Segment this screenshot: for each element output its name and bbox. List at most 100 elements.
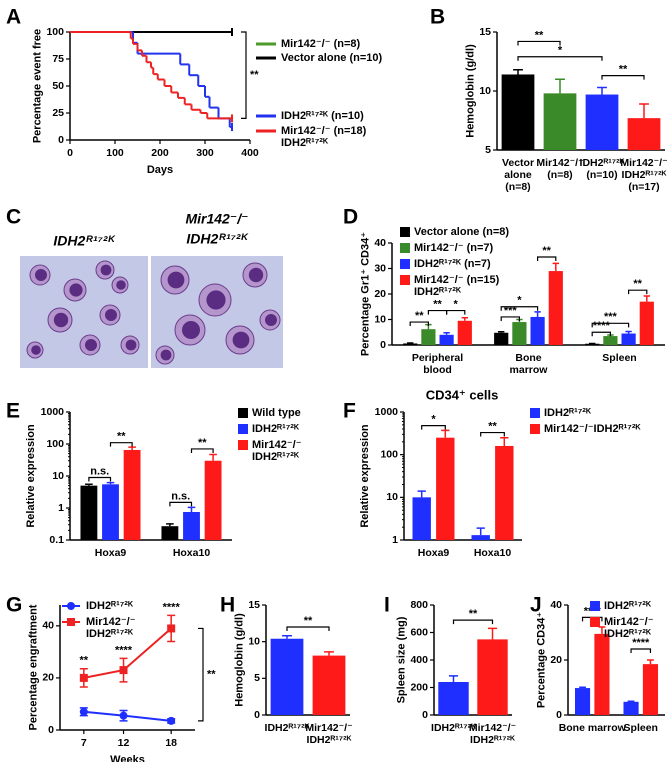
bar <box>621 333 636 345</box>
significance-label: **** <box>163 601 181 613</box>
y-axis-label: Percentage CD34⁺ <box>536 612 548 708</box>
legend-label: Vector alone (n=10) <box>281 52 383 64</box>
x-tick-label: 0 <box>67 147 73 159</box>
error-bar <box>106 481 115 485</box>
significance-label: ** <box>198 437 207 449</box>
x-tick-label: Bone marrow <box>559 722 627 734</box>
bar <box>627 118 661 150</box>
bar <box>457 320 472 345</box>
significance-label: *** <box>504 305 518 317</box>
x-tick-label: IDH2ᴿ¹⁷²ᴷ <box>470 734 515 746</box>
error-bar <box>597 86 607 95</box>
x-tick-label: 12 <box>118 737 130 749</box>
x-tick-label: Spleen <box>602 352 636 364</box>
y-tick-label: 0.1 <box>49 534 64 546</box>
x-tick-label: IDH2ᴿ¹⁷²ᴷ <box>622 169 667 181</box>
chart-title: CD34⁺ cells <box>426 387 499 402</box>
bar <box>494 332 509 345</box>
x-tick-label: Hoxa10 <box>173 547 211 559</box>
significance-label: ** <box>619 64 628 76</box>
legend-label: IDH2ᴿ¹⁷²ᴷ <box>252 451 300 463</box>
bar <box>585 94 619 150</box>
nucleus <box>35 269 47 281</box>
error-bar <box>282 635 292 639</box>
panel-letter: F <box>343 400 356 423</box>
x-tick-label: Mir142⁻/⁻ <box>305 722 352 734</box>
nucleus <box>265 314 277 326</box>
legend-label: Mir142⁻/⁻ (n=8) <box>281 38 361 50</box>
x-axis-label: Days <box>147 164 173 176</box>
x-tick-label: IDH2ᴿ¹⁷²ᴷ <box>307 734 352 746</box>
nucleus <box>248 267 264 283</box>
x-axis-label: Weeks <box>110 754 145 762</box>
error-bar <box>625 330 632 334</box>
significance-label: ** <box>415 310 424 322</box>
x-tick-label: marrow <box>510 364 549 376</box>
bar <box>438 682 469 715</box>
y-tick-label: 100 <box>46 26 64 38</box>
significance-bracket <box>517 56 603 61</box>
error-bar <box>461 316 468 321</box>
y-axis-label: Spleen size (mg) <box>395 616 407 703</box>
legend-swatch <box>530 424 540 434</box>
panel-letter: I <box>384 594 390 617</box>
panel-letter: H <box>220 594 235 617</box>
legend-swatch <box>530 408 540 418</box>
legend-swatch <box>400 259 410 269</box>
image-label: IDH2ᴿ¹⁷²ᴷ <box>53 233 116 249</box>
y-tick-label: 10 <box>374 313 386 325</box>
nucleus <box>53 312 69 328</box>
panel-letter: E <box>6 400 20 423</box>
significance-bracket <box>241 31 247 119</box>
legend-swatch <box>400 227 410 237</box>
x-tick-label: IDH2ᴿ¹⁷²ᴷ <box>431 722 476 734</box>
significance-label: n.s. <box>171 490 190 502</box>
x-tick-label: 200 <box>151 147 169 159</box>
legend-swatch <box>400 243 410 253</box>
bar <box>501 74 535 150</box>
y-tick-label: 10 <box>248 635 260 647</box>
y-tick-label: 40 <box>42 620 54 632</box>
panel-letter: B <box>430 6 445 29</box>
y-tick-label: 15 <box>248 599 260 611</box>
y-axis-label: Relative expression <box>25 424 37 528</box>
y-tick-label: 20 <box>42 672 54 684</box>
significance-label: ** <box>488 420 497 432</box>
error-bar <box>166 523 174 527</box>
nucleus <box>105 309 117 321</box>
x-tick-label: IDH2ᴿ¹⁷²ᴷ <box>580 157 625 169</box>
legend-swatch <box>67 618 75 626</box>
y-tick-label: 1000 <box>375 406 399 418</box>
x-tick-label: 400 <box>241 147 259 159</box>
bar <box>204 460 222 540</box>
significance-label: * <box>431 414 436 426</box>
legend-label: Mir142⁻/⁻ <box>86 616 136 628</box>
significance-label: ** <box>207 669 216 681</box>
point <box>119 666 128 675</box>
error-bar <box>552 262 559 272</box>
x-tick-label: 7 <box>81 737 87 749</box>
nucleus <box>100 264 112 276</box>
point <box>167 716 176 725</box>
nucleus <box>182 321 200 339</box>
y-tick-label: 15 <box>479 26 491 38</box>
y-tick-label: 5 <box>254 672 260 684</box>
y-tick-label: 20 <box>550 654 562 666</box>
error-bar <box>128 446 136 450</box>
point <box>79 673 88 682</box>
x-tick-label: IDH2ᴿ¹⁷²ᴷ <box>265 722 310 734</box>
legend-swatch <box>238 408 248 418</box>
significance-bracket <box>190 448 214 453</box>
error-bar <box>407 342 414 344</box>
significance-label: ** <box>304 615 313 627</box>
significance-label: ** <box>535 29 544 41</box>
legend-label: IDH2ᴿ¹⁷²ᴷ <box>544 407 592 419</box>
legend-label: IDH2ᴿ¹⁷²ᴷ <box>604 628 652 640</box>
error-bar <box>324 651 334 656</box>
y-tick-label: 200 <box>410 681 428 693</box>
x-tick-label: Mir142⁻/⁻ <box>536 157 583 169</box>
bar <box>585 343 600 345</box>
bar <box>495 445 514 540</box>
image-label: IDH2ᴿ¹⁷²ᴷ <box>186 231 249 247</box>
y-tick-label: 40 <box>374 237 386 249</box>
